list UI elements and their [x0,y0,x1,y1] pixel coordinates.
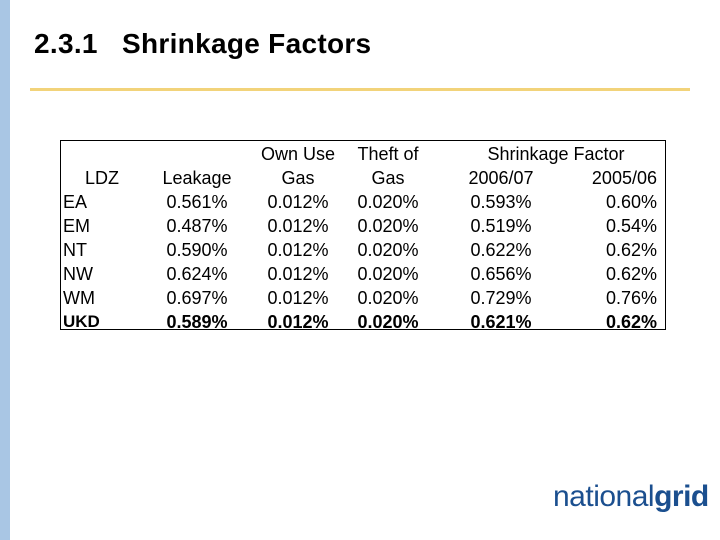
slide-title: 2.3.1 Shrinkage Factors [34,28,372,59]
own-use-cell: 0.012% [267,264,329,284]
own-use-cell: 0.012% [267,192,329,212]
title-underline [30,88,690,91]
shrinkage-2006-07-cell: 0.621% [470,312,532,332]
header-own-use-line2: Gas [281,168,315,188]
shrinkage-table: Own Use Theft of Shrinkage Factor LDZ Le… [60,140,666,332]
leakage-cell: 0.697% [166,288,228,308]
left-accent-bar [0,0,10,540]
own-use-cell: 0.012% [267,240,329,260]
shrinkage-2006-07-cell: 0.593% [470,192,532,212]
shrinkage-2005-06-cell: 0.62% [605,240,657,260]
shrinkage-2005-06-cell: 0.62% [605,312,657,332]
shrinkage-2005-06-cell: 0.62% [605,264,657,284]
header-theft-line1: Theft of [357,144,419,164]
shrinkage-2006-07-cell: 0.729% [470,288,532,308]
theft-cell: 0.020% [357,216,419,236]
leakage-cell: 0.624% [166,264,228,284]
shrinkage-2006-07-cell: 0.519% [470,216,532,236]
leakage-cell: 0.561% [166,192,228,212]
logo-text-grid: grid [654,480,709,513]
leakage-cell: 0.487% [166,216,228,236]
header-year-2005-06: 2005/06 [591,168,657,188]
theft-cell: 0.020% [357,288,419,308]
ldz-cell: EA [63,192,88,212]
shrinkage-2005-06-cell: 0.76% [605,288,657,308]
ldz-cell: EM [63,216,90,236]
shrinkage-2005-06-cell: 0.54% [605,216,657,236]
header-year-2006-07: 2006/07 [468,168,534,188]
own-use-cell: 0.012% [267,216,329,236]
header-shrinkage-factor: Shrinkage Factor [487,144,625,164]
logo-text-national: national [553,480,655,513]
national-grid-logo: nationalgrid [553,480,709,514]
header-leakage: Leakage [162,168,232,188]
header-own-use-line1: Own Use [260,144,336,164]
own-use-cell: 0.012% [267,312,329,332]
shrinkage-2005-06-cell: 0.60% [605,192,657,212]
shrinkage-2006-07-cell: 0.656% [470,264,532,284]
theft-cell: 0.020% [357,240,419,260]
ldz-cell: UKD [63,312,100,331]
theft-cell: 0.020% [357,312,419,332]
theft-cell: 0.020% [357,192,419,212]
leakage-cell: 0.590% [166,240,228,260]
theft-cell: 0.020% [357,264,419,284]
header-theft-line2: Gas [371,168,405,188]
header-ldz: LDZ [84,168,119,188]
ldz-cell: WM [63,288,95,308]
shrinkage-2006-07-cell: 0.622% [470,240,532,260]
ldz-cell: NW [63,264,93,284]
leakage-cell: 0.589% [166,312,228,332]
own-use-cell: 0.012% [267,288,329,308]
ldz-cell: NT [63,240,87,260]
